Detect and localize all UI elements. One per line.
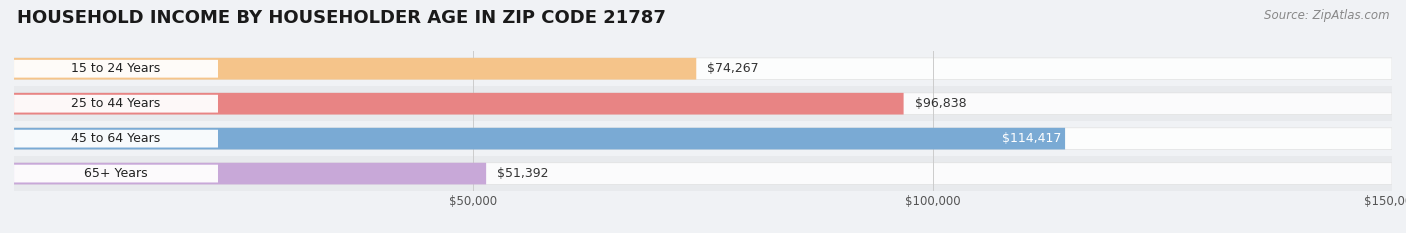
Text: 45 to 64 Years: 45 to 64 Years [72, 132, 160, 145]
FancyBboxPatch shape [14, 58, 696, 80]
Bar [14, 86, 1392, 121]
Text: 65+ Years: 65+ Years [84, 167, 148, 180]
FancyBboxPatch shape [14, 93, 904, 115]
FancyBboxPatch shape [14, 95, 218, 113]
FancyBboxPatch shape [14, 165, 218, 182]
Text: 15 to 24 Years: 15 to 24 Years [72, 62, 160, 75]
Text: HOUSEHOLD INCOME BY HOUSEHOLDER AGE IN ZIP CODE 21787: HOUSEHOLD INCOME BY HOUSEHOLDER AGE IN Z… [17, 9, 666, 27]
Text: $96,838: $96,838 [915, 97, 966, 110]
FancyBboxPatch shape [14, 130, 218, 147]
FancyBboxPatch shape [14, 60, 218, 78]
FancyBboxPatch shape [14, 163, 1392, 185]
FancyBboxPatch shape [14, 128, 1392, 150]
Text: 25 to 44 Years: 25 to 44 Years [72, 97, 160, 110]
Bar [14, 121, 1392, 156]
Text: Source: ZipAtlas.com: Source: ZipAtlas.com [1264, 9, 1389, 22]
FancyBboxPatch shape [14, 93, 1392, 115]
FancyBboxPatch shape [14, 163, 486, 185]
Bar [14, 51, 1392, 86]
Text: $114,417: $114,417 [1001, 132, 1062, 145]
FancyBboxPatch shape [14, 128, 1066, 150]
Bar [14, 156, 1392, 191]
Text: $74,267: $74,267 [707, 62, 759, 75]
Text: $51,392: $51,392 [498, 167, 548, 180]
FancyBboxPatch shape [14, 58, 1392, 80]
